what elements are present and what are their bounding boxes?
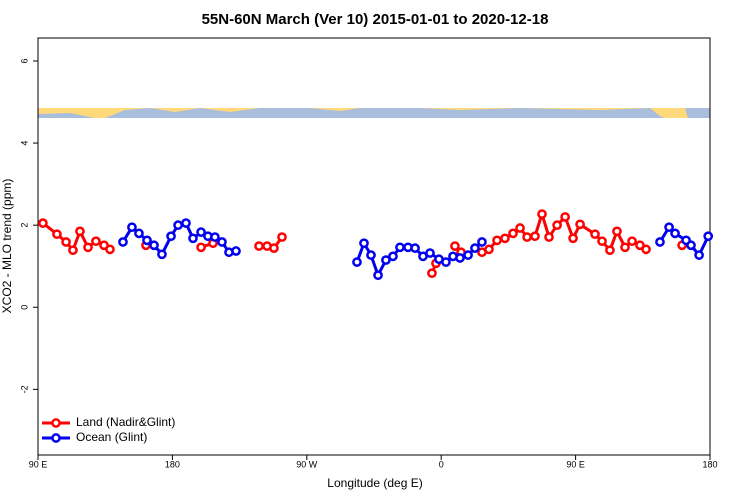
data-point <box>627 236 637 247</box>
data-point <box>359 238 369 249</box>
data-point <box>149 240 159 251</box>
legend-marker <box>51 433 61 443</box>
data-point <box>568 233 578 244</box>
legend-label: Ocean (Glint) <box>76 430 147 444</box>
data-point <box>450 241 460 251</box>
x-tick-label: 0 <box>439 459 444 469</box>
data-point <box>664 222 674 233</box>
data-point <box>508 228 518 239</box>
x-tick-label: 180 <box>165 459 180 469</box>
y-tick-label: 4 <box>19 141 29 146</box>
data-point <box>395 242 405 253</box>
data-point <box>352 257 362 267</box>
data-point <box>254 241 264 251</box>
data-point <box>68 245 78 256</box>
data-point <box>210 232 220 242</box>
data-point <box>134 228 144 239</box>
data-point <box>515 223 525 233</box>
data-point <box>552 220 562 231</box>
data-point <box>410 243 420 253</box>
y-tick-label: 2 <box>19 223 29 228</box>
data-point <box>188 233 198 244</box>
data-point <box>575 219 585 230</box>
y-tick-label: -2 <box>19 385 29 393</box>
data-point <box>388 251 398 262</box>
data-point <box>500 233 510 244</box>
plot-frame <box>37 37 711 456</box>
data-point <box>142 235 152 246</box>
data-point <box>463 250 473 260</box>
data-point <box>470 243 480 253</box>
chart-title: 55N-60N March (Ver 10) 2015-01-01 to 202… <box>202 11 549 28</box>
data-point <box>373 270 383 281</box>
data-point <box>425 248 435 258</box>
data-point <box>537 209 547 219</box>
y-tick-label: 0 <box>19 305 29 310</box>
data-point <box>173 220 183 231</box>
legend-label: Land (Nadir&Glint) <box>76 415 175 429</box>
data-point <box>366 250 376 260</box>
data-point <box>118 237 128 247</box>
data-point <box>492 235 502 246</box>
data-point <box>612 226 622 237</box>
data-point <box>217 237 227 247</box>
data-point <box>477 237 487 247</box>
data-point <box>91 236 101 247</box>
data-point <box>181 218 191 228</box>
data-point <box>75 226 85 237</box>
x-tick-label: 90 E <box>566 459 585 469</box>
data-point <box>655 237 665 247</box>
data-point <box>484 244 494 255</box>
data-point <box>381 255 391 265</box>
data-point <box>166 231 176 242</box>
data-point <box>544 232 554 242</box>
data-point <box>670 228 680 239</box>
legend-marker <box>51 418 61 428</box>
x-tick-label: 180 <box>702 459 717 469</box>
data-point <box>127 222 137 233</box>
data-point <box>703 231 714 242</box>
data-point <box>530 231 540 242</box>
y-tick-label: 6 <box>19 58 29 63</box>
data-point <box>686 240 696 251</box>
data-point <box>105 244 115 255</box>
data-point <box>157 249 167 260</box>
data-point <box>83 242 93 253</box>
data-point <box>427 268 437 279</box>
y-axis-label: XCO2 - MLO trend (ppm) <box>0 179 14 314</box>
data-point <box>590 229 600 240</box>
data-point <box>522 232 532 242</box>
data-point <box>277 232 287 242</box>
data-point <box>269 243 279 253</box>
data-point <box>52 229 62 240</box>
data-point <box>455 253 465 263</box>
x-tick-label: 90 E <box>29 459 48 469</box>
map-strip <box>38 108 710 118</box>
data-point <box>597 236 607 247</box>
x-axis-label: Longitude (deg E) <box>327 476 422 490</box>
data-point <box>641 244 651 255</box>
data-point <box>231 246 241 256</box>
data-point <box>61 237 71 247</box>
data-point <box>694 250 704 260</box>
data-point <box>38 218 48 228</box>
data-point <box>196 227 206 237</box>
data-point <box>196 242 206 253</box>
data-point <box>560 212 570 222</box>
data-point <box>605 245 615 256</box>
data-point <box>620 242 630 253</box>
x-tick-label: 90 W <box>296 459 318 469</box>
data-point <box>441 257 451 267</box>
